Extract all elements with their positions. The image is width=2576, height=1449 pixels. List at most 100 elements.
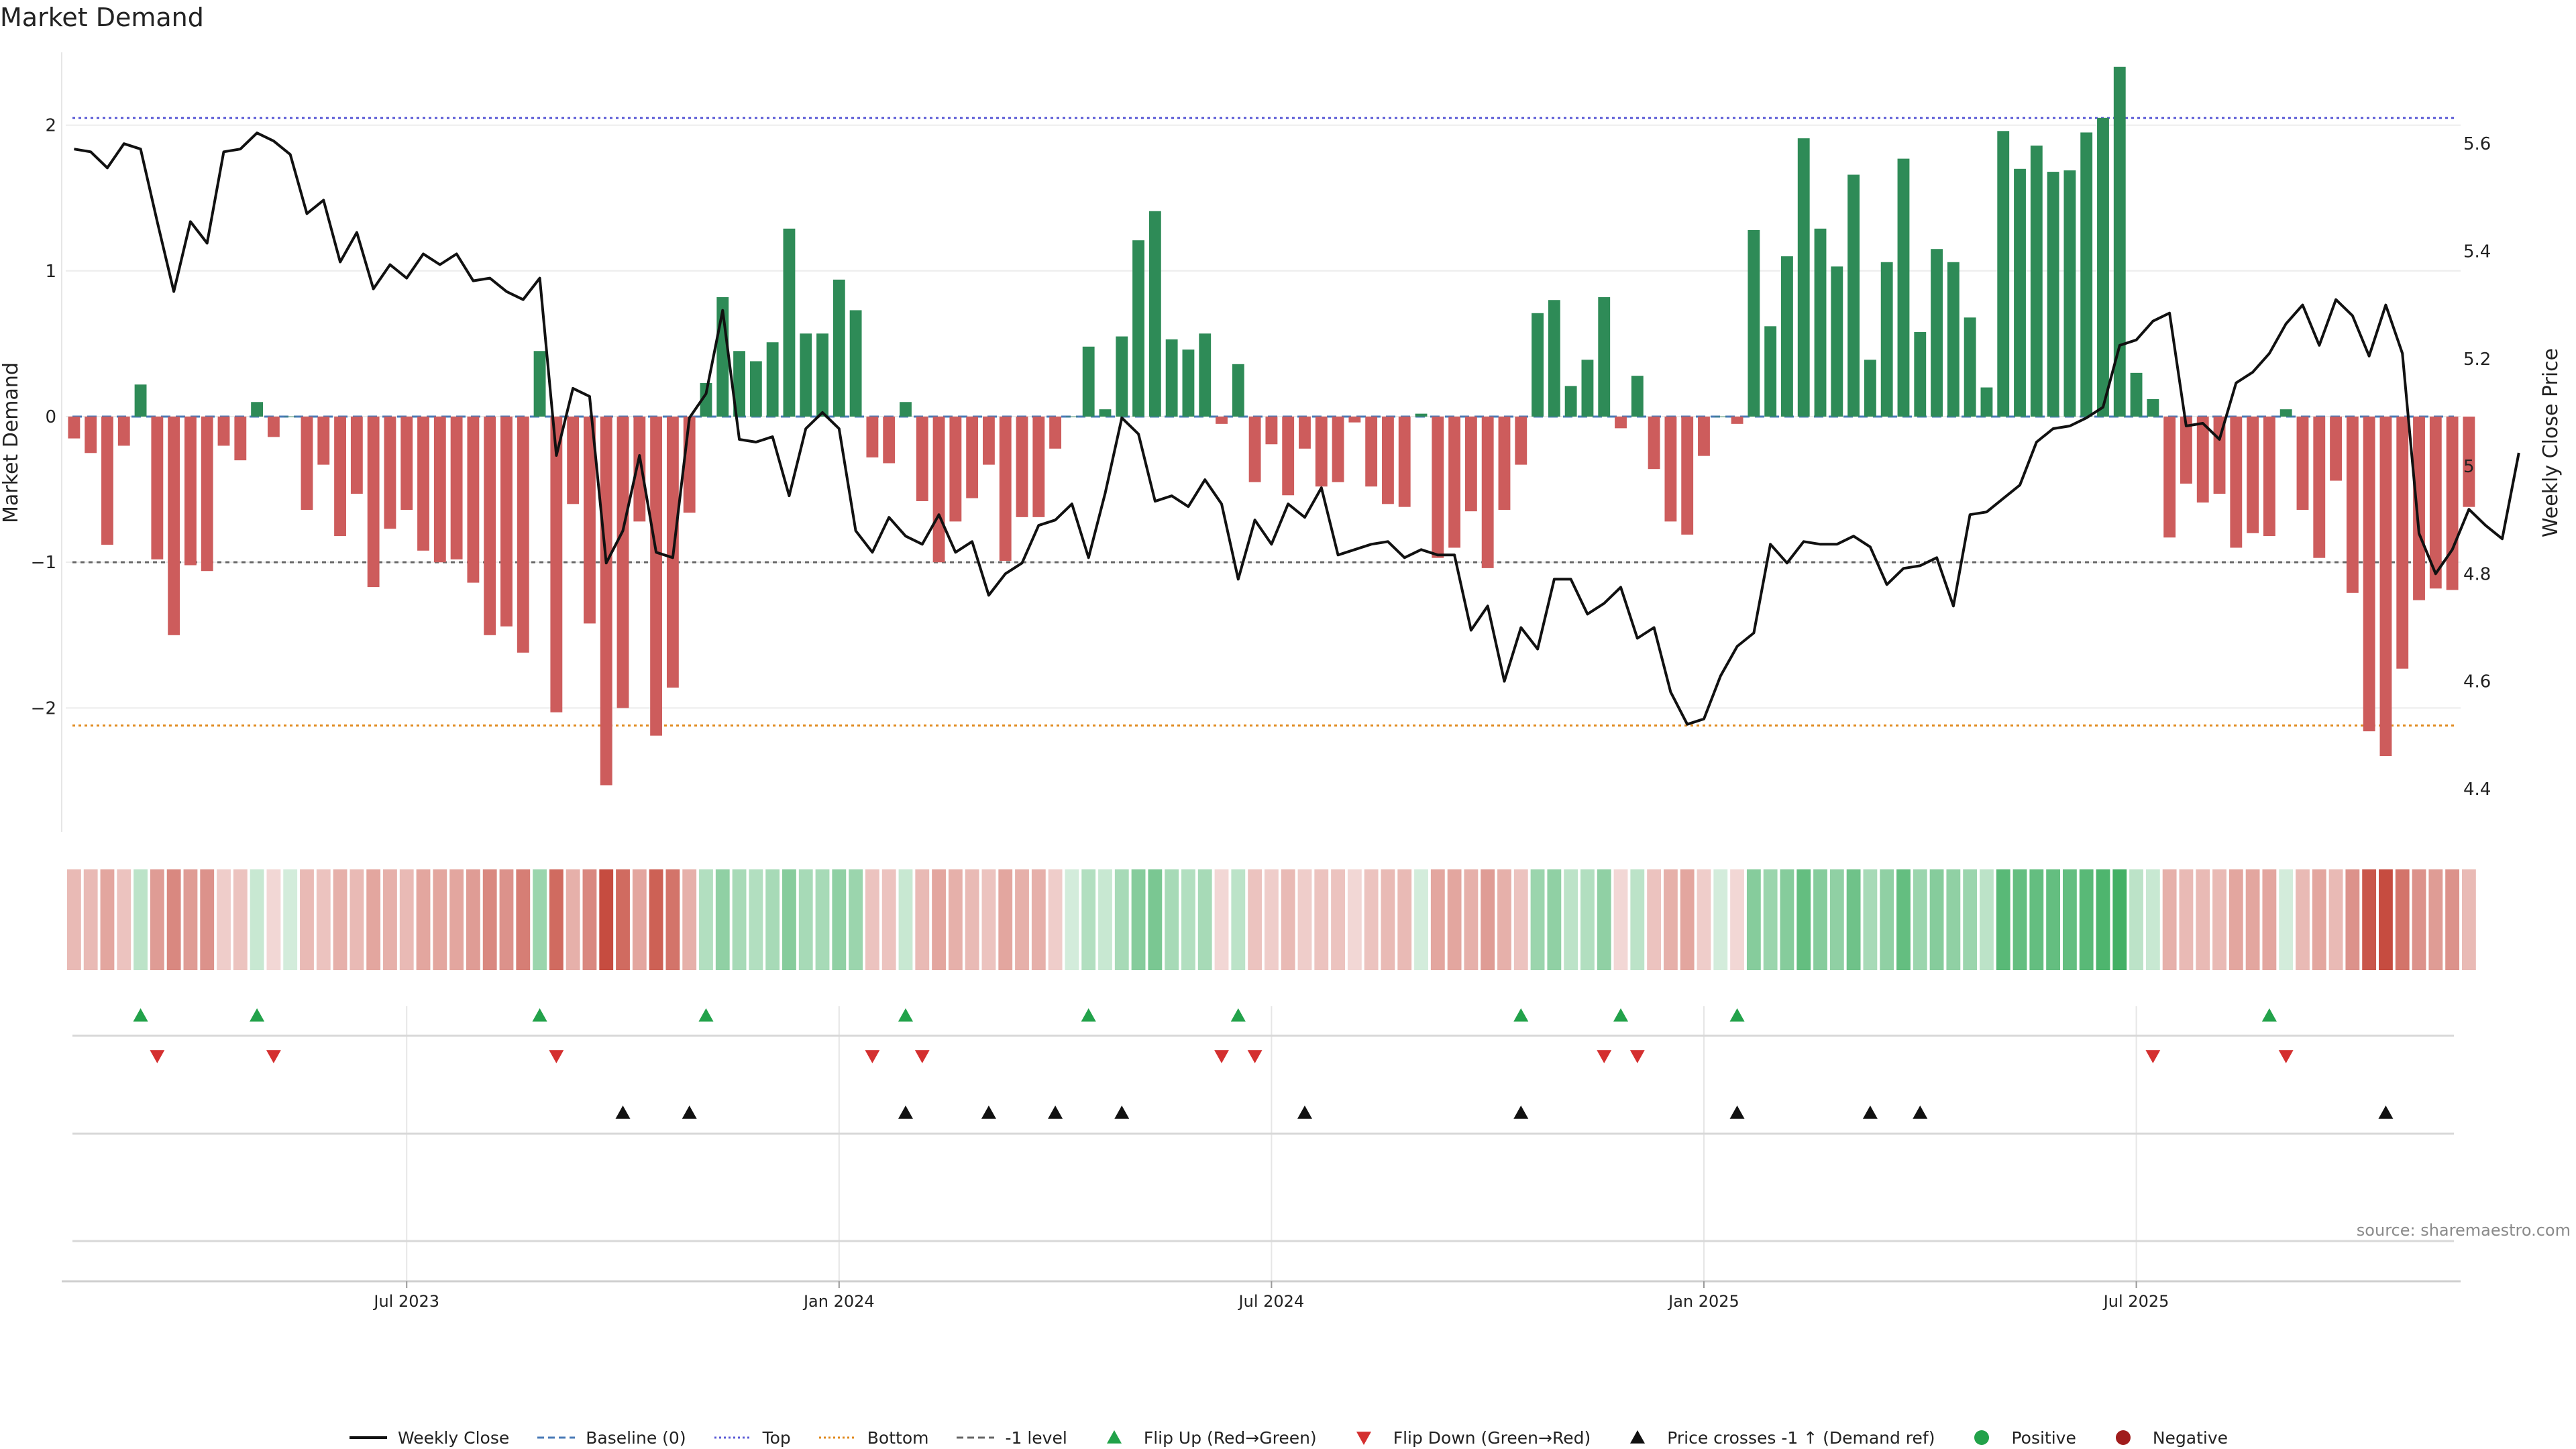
demand-bar <box>1248 416 1261 482</box>
demand-bar <box>1764 326 1777 417</box>
dashed-line-icon <box>957 1436 995 1439</box>
demand-bar <box>101 416 113 545</box>
demand-bar <box>2330 416 2342 481</box>
demand-bar <box>1947 262 1960 417</box>
heat-cell <box>1680 869 1695 970</box>
triangle-down-icon <box>1356 1432 1371 1445</box>
flip-down-marker <box>1629 1050 1645 1063</box>
heat-cell <box>2129 869 2143 970</box>
demand-bar <box>1432 416 1444 558</box>
demand-bar <box>833 279 845 417</box>
heat-cell <box>2379 869 2393 970</box>
flip-up-marker <box>250 1008 265 1022</box>
demand-bar <box>766 342 779 417</box>
heat-cell <box>815 869 830 970</box>
heat-cell <box>1331 869 1345 970</box>
flip-up-marker <box>1230 1008 1246 1022</box>
heat-cell <box>1197 869 1212 970</box>
heat-cell <box>1780 869 1794 970</box>
demand-bar <box>1415 413 1428 417</box>
demand-bar <box>417 416 429 551</box>
demand-bar <box>1664 416 1677 522</box>
flip-up-marker <box>532 1008 547 1022</box>
heat-cell <box>865 869 879 970</box>
heat-cell <box>1131 869 1146 970</box>
heat-cell <box>1564 869 1578 970</box>
y2-tick-label: 4.4 <box>2463 780 2491 800</box>
demand-bar <box>1648 416 1660 470</box>
heat-cell <box>1846 869 1861 970</box>
triangle-up-icon <box>1106 1430 1122 1444</box>
heat-cell <box>915 869 930 970</box>
demand-bar <box>2047 172 2059 417</box>
flip-down-marker <box>1597 1050 1612 1063</box>
heat-cell <box>1347 869 1362 970</box>
heat-cell <box>965 869 979 970</box>
flip-up-marker <box>2261 1008 2277 1022</box>
heat-cell <box>1647 869 1662 970</box>
demand-bar <box>1365 416 1378 487</box>
heat-cell <box>1613 869 1628 970</box>
heat-cell <box>1697 869 1711 970</box>
demand-bar <box>1016 416 1028 517</box>
chart-legend: Weekly Close Baseline (0) Top Bottom -1 leve… <box>0 1428 2576 1448</box>
heat-cell <box>1464 869 1479 970</box>
demand-bar <box>567 416 580 504</box>
heat-cell <box>2029 869 2044 970</box>
heat-cell <box>665 869 680 970</box>
demand-bar <box>2463 416 2475 507</box>
demand-bar <box>1348 416 1361 423</box>
demand-bar <box>2296 416 2309 510</box>
demand-bar <box>1464 416 1477 512</box>
heat-cell <box>1214 869 1229 970</box>
demand-bar <box>1914 332 1927 417</box>
axes-layer: 2 1 0 −1 −2 5.6 5.4 5.2 5 4.8 4.6 4.4 Market Demand W… <box>0 52 2563 832</box>
demand-bar <box>1282 416 1295 496</box>
legend-label: Weekly Close <box>397 1428 510 1448</box>
heat-cell <box>533 869 547 970</box>
heat-cell <box>1098 869 1112 970</box>
heat-cell <box>1880 869 1894 970</box>
y-tick-label: −1 <box>31 553 56 573</box>
heat-cell <box>1314 869 1329 970</box>
heat-cell <box>2179 869 2194 970</box>
heat-cell <box>732 869 747 970</box>
heat-cell <box>383 869 397 970</box>
heat-cell <box>2229 869 2243 970</box>
demand-bar <box>1099 409 1112 417</box>
legend-label: Price crosses -1 ↑ (Demand ref) <box>1667 1428 1935 1448</box>
heat-cell <box>433 869 447 970</box>
heat-cell <box>1264 869 1279 970</box>
demand-bar <box>1116 336 1128 417</box>
demand-bar <box>1165 339 1178 417</box>
demand-bar <box>1299 416 1311 449</box>
demand-bar <box>234 416 247 461</box>
heat-cell <box>2262 869 2277 970</box>
heat-cell <box>2096 869 2110 970</box>
heat-cell <box>1929 869 1944 970</box>
dotted-line-icon <box>714 1436 752 1439</box>
heat-cell <box>2046 869 2061 970</box>
demand-bar <box>334 416 346 537</box>
heat-cell <box>2212 869 2226 970</box>
heat-cell <box>1048 869 1063 970</box>
cross-marker <box>1913 1106 1928 1119</box>
x-tick-label: Jul 2023 <box>372 1292 439 1311</box>
heat-cell <box>1364 869 1379 970</box>
demand-bar <box>999 416 1012 561</box>
demand-bar <box>1931 249 1943 417</box>
demand-bar <box>816 333 828 417</box>
heat-cell <box>1913 869 1927 970</box>
demand-bar <box>1814 228 1827 417</box>
flip-down-marker <box>914 1050 930 1063</box>
legend-item: Positive <box>1962 1428 2076 1448</box>
demand-bar <box>2080 132 2093 417</box>
demand-bar <box>2230 416 2243 548</box>
demand-bar <box>134 384 147 417</box>
heat-cell <box>266 869 281 970</box>
heat-cell <box>233 869 248 970</box>
x-axis: Jul 2023 Jan 2024 Jul 2024 Jan 2025 Jul 2025 <box>62 1280 2461 1311</box>
price-line-layer <box>74 131 2520 726</box>
legend-item: Price crosses -1 ↑ (Demand ref) <box>1617 1428 1935 1448</box>
